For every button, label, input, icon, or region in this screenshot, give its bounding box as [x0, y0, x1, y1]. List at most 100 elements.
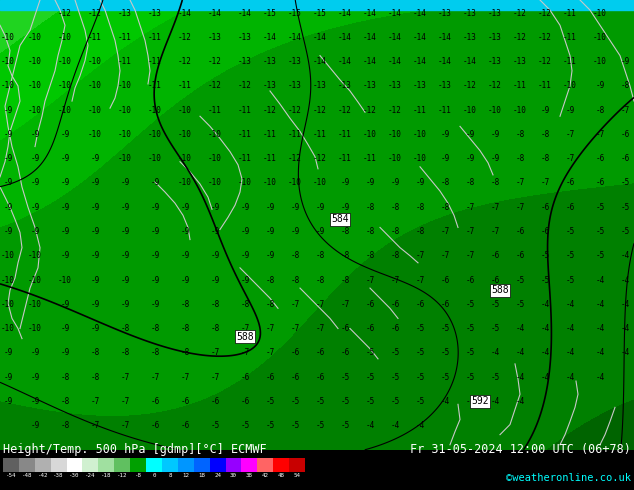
Text: -5: -5 — [391, 348, 399, 357]
Text: -5: -5 — [465, 348, 475, 357]
Text: -8: -8 — [91, 348, 100, 357]
Text: -11: -11 — [263, 154, 277, 163]
Text: -7: -7 — [120, 397, 129, 406]
Text: -13: -13 — [238, 57, 252, 66]
Text: -6: -6 — [315, 348, 325, 357]
Text: -7: -7 — [150, 372, 160, 382]
Text: -8: -8 — [365, 227, 375, 236]
Text: -6: -6 — [540, 203, 550, 212]
Text: -7: -7 — [465, 251, 475, 260]
Text: -5: -5 — [621, 178, 630, 188]
Text: -9: -9 — [3, 372, 13, 382]
Text: -38: -38 — [53, 473, 64, 478]
Text: -9: -9 — [240, 227, 250, 236]
Text: -6: -6 — [365, 324, 375, 333]
Text: -4: -4 — [465, 397, 475, 406]
Text: -9: -9 — [30, 372, 39, 382]
Text: -9: -9 — [290, 227, 300, 236]
Text: Height/Temp. 500 hPa [gdmp][°C] ECMWF: Height/Temp. 500 hPa [gdmp][°C] ECMWF — [3, 443, 267, 456]
Text: -10: -10 — [88, 130, 102, 139]
Text: -10: -10 — [488, 106, 502, 115]
Text: -4: -4 — [540, 372, 550, 382]
Text: -12: -12 — [513, 33, 527, 42]
Text: -7: -7 — [465, 227, 475, 236]
Text: -8: -8 — [315, 251, 325, 260]
Text: -6: -6 — [415, 300, 425, 309]
Text: -9: -9 — [91, 324, 100, 333]
Text: -10: -10 — [178, 130, 192, 139]
Text: -12: -12 — [208, 81, 222, 91]
Text: -5: -5 — [490, 372, 500, 382]
Text: -9: -9 — [3, 154, 13, 163]
Text: -10: -10 — [148, 106, 162, 115]
Text: -30: -30 — [69, 473, 80, 478]
Text: -14: -14 — [208, 9, 222, 18]
Text: -6: -6 — [340, 324, 349, 333]
Text: -10: -10 — [1, 251, 15, 260]
Text: 18: 18 — [198, 473, 205, 478]
Text: -8: -8 — [60, 421, 70, 430]
Text: -9: -9 — [181, 275, 190, 285]
Text: -14: -14 — [338, 33, 352, 42]
Text: -13: -13 — [208, 33, 222, 42]
Text: -5: -5 — [266, 421, 275, 430]
Text: -6: -6 — [566, 203, 574, 212]
Text: -13: -13 — [148, 9, 162, 18]
Text: -8: -8 — [365, 203, 375, 212]
Text: 12: 12 — [183, 473, 190, 478]
Text: -5: -5 — [540, 275, 550, 285]
Text: -18: -18 — [101, 473, 112, 478]
Text: -6: -6 — [266, 372, 275, 382]
Text: -9: -9 — [3, 203, 13, 212]
Text: -10: -10 — [463, 106, 477, 115]
Text: -7: -7 — [415, 275, 425, 285]
Text: -9: -9 — [465, 154, 475, 163]
Text: -7: -7 — [266, 348, 275, 357]
Text: 588: 588 — [236, 332, 254, 342]
Text: -10: -10 — [148, 130, 162, 139]
Text: -48: -48 — [22, 473, 32, 478]
Text: -4: -4 — [595, 300, 605, 309]
Text: -8: -8 — [415, 203, 425, 212]
Text: -4: -4 — [621, 324, 630, 333]
Text: -4: -4 — [415, 421, 425, 430]
Text: -7: -7 — [566, 154, 574, 163]
Text: -14: -14 — [413, 33, 427, 42]
Text: -8: -8 — [340, 275, 349, 285]
Text: -8: -8 — [515, 154, 524, 163]
Text: -4: -4 — [621, 275, 630, 285]
Text: -6: -6 — [240, 372, 250, 382]
Text: -10: -10 — [388, 154, 402, 163]
Text: -13: -13 — [338, 81, 352, 91]
Text: -8: -8 — [181, 348, 190, 357]
Text: -10: -10 — [88, 81, 102, 91]
Text: -4: -4 — [595, 324, 605, 333]
Text: -11: -11 — [263, 130, 277, 139]
Text: -13: -13 — [238, 33, 252, 42]
Text: -7: -7 — [91, 421, 100, 430]
Text: -12: -12 — [538, 9, 552, 18]
Text: -6: -6 — [150, 397, 160, 406]
Text: -9: -9 — [290, 203, 300, 212]
Text: -5: -5 — [566, 251, 574, 260]
Bar — [257, 458, 273, 472]
Text: -10: -10 — [58, 106, 72, 115]
Text: -10: -10 — [88, 57, 102, 66]
Text: -9: -9 — [266, 251, 275, 260]
Text: -5: -5 — [490, 300, 500, 309]
Text: -8: -8 — [391, 203, 399, 212]
Text: -10: -10 — [1, 324, 15, 333]
Text: 592: 592 — [471, 396, 489, 406]
Text: -5: -5 — [441, 324, 450, 333]
Text: -8: -8 — [150, 348, 160, 357]
Text: -8: -8 — [465, 178, 475, 188]
Text: -4: -4 — [515, 348, 524, 357]
Text: -7: -7 — [315, 324, 325, 333]
Text: -11: -11 — [238, 154, 252, 163]
Text: -12: -12 — [338, 106, 352, 115]
Text: -7: -7 — [540, 178, 550, 188]
Text: -6: -6 — [240, 397, 250, 406]
Text: -4: -4 — [595, 275, 605, 285]
Text: -9: -9 — [120, 203, 129, 212]
Text: -8: -8 — [621, 81, 630, 91]
